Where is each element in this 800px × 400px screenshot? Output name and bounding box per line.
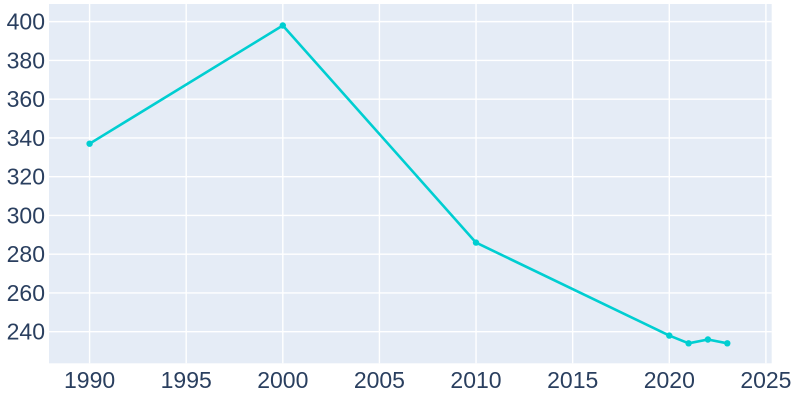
data-point-marker[interactable] <box>86 140 93 147</box>
x-tick-label: 2015 <box>547 367 598 393</box>
x-tick-label: 2025 <box>740 367 791 393</box>
data-point-marker[interactable] <box>685 340 692 347</box>
data-point-marker[interactable] <box>279 22 286 29</box>
plot-background <box>49 4 772 364</box>
y-tick-label: 240 <box>7 319 45 345</box>
x-tick-label: 2020 <box>644 367 695 393</box>
data-point-marker[interactable] <box>666 332 673 339</box>
y-tick-label: 400 <box>7 9 45 35</box>
data-point-marker[interactable] <box>724 340 731 347</box>
data-point-marker[interactable] <box>704 336 712 343</box>
x-tick-label: 2000 <box>257 367 308 393</box>
y-tick-label: 320 <box>7 164 45 190</box>
y-axis-tick-labels: 240 260 280 300 320 340 360 380 400 <box>7 9 45 345</box>
x-axis-tick-labels: 1990 1995 2000 2005 2010 2015 2020 2025 <box>64 367 791 393</box>
y-tick-label: 280 <box>7 241 45 267</box>
line-series[interactable] <box>86 22 731 347</box>
y-tick-label: 360 <box>7 86 45 112</box>
data-point-marker[interactable] <box>472 239 480 246</box>
gridlines <box>49 4 772 364</box>
x-tick-label: 1990 <box>64 367 115 393</box>
y-tick-label: 300 <box>7 202 45 228</box>
y-tick-label: 260 <box>7 280 45 306</box>
y-tick-label: 340 <box>7 125 45 151</box>
x-tick-label: 2005 <box>354 367 405 393</box>
x-tick-label: 1995 <box>161 367 212 393</box>
x-tick-label: 2010 <box>450 367 501 393</box>
y-tick-label: 380 <box>7 47 45 73</box>
